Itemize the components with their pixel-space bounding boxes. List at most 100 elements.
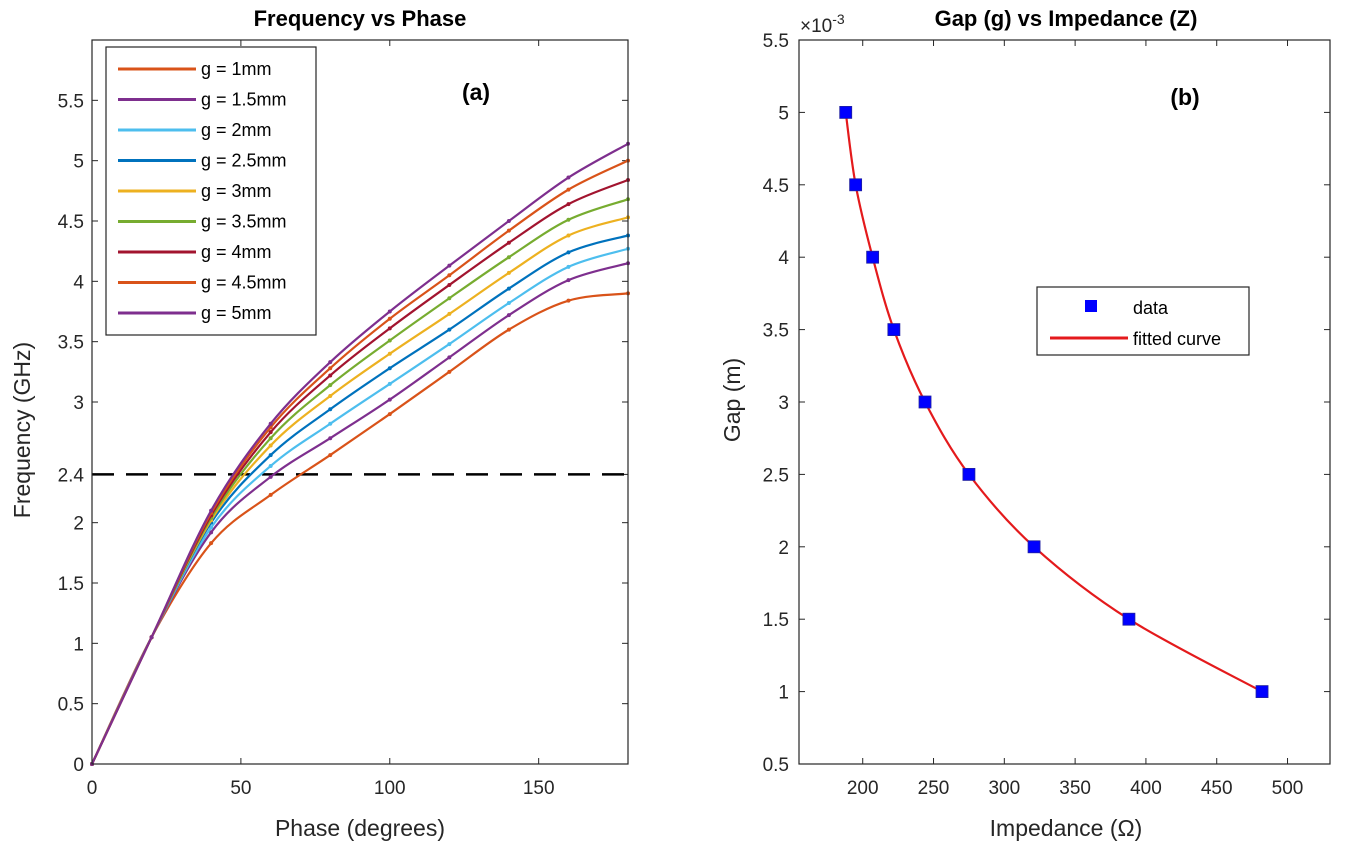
data-marker [918,395,932,409]
data-point [506,313,511,318]
data-marker [1255,685,1269,698]
data-point [447,311,452,316]
data-point [268,430,273,435]
legend-label: g = 4.5mm [201,273,287,293]
y-tick-label: 5 [73,152,84,173]
data-point [506,228,511,233]
data-point [447,327,452,332]
data-point [149,635,154,640]
y-tick-label: 4 [778,248,789,269]
chart-a-ticks: 0 50 100 150 0 0.5 1 1.5 2 2.4 3 3.5 4 4.5 5 5.5 [58,40,628,799]
data-point [447,263,452,268]
data-marker [1122,612,1136,626]
data-point [447,369,452,374]
data-marker [887,323,901,337]
y-tick-label: 2 [778,538,789,559]
y-tick-label: 5.5 [763,31,789,52]
y-tick-label: 1 [778,683,789,704]
y-tick-label: 5 [778,103,789,124]
chart-a-x-axis-label: Phase (degrees) [275,815,445,841]
x-tick-label: 100 [374,778,406,799]
data-point [506,219,511,223]
data-point [328,421,333,426]
chart-a-series [90,141,630,766]
data-point [506,240,511,245]
data-point [447,273,452,278]
data-marker [1027,540,1041,554]
data-point [506,327,511,332]
data-point [566,298,571,303]
y-tick-label: 2 [73,514,84,535]
series-line [91,292,629,765]
y-tick-label: 3 [73,393,84,414]
data-point [268,453,273,458]
data-point [328,360,333,365]
chart-a-legend: g = 1mm g = 1.5mm g = 2mm g = 2.5mm g = 3mm g… [105,46,317,336]
chart-a-axes-box [91,39,629,765]
x-tick-label: 500 [1272,778,1304,799]
legend-marker-data [1085,300,1097,312]
chart-b-legend-box [1036,286,1250,356]
data-point [268,463,273,468]
chart-b-series [839,106,1269,698]
data-point [387,338,392,343]
data-point [387,412,392,417]
data-point [328,373,333,378]
y-tick-label: 1.5 [58,574,84,595]
y-tick-label: 2.5 [763,465,789,486]
chart-b-axes-box [798,39,1331,765]
data-point [506,255,511,260]
x-tick-label: 300 [988,778,1020,799]
fitted-curve-line [844,112,1263,693]
data-point [566,217,571,222]
data-marker [839,106,853,119]
y-tick-label: 0.5 [58,695,84,716]
y-tick-label: 4 [73,272,84,293]
data-point [209,530,214,535]
data-point [328,436,333,441]
chart-b-legend: data fitted curve [1036,286,1250,356]
x-tick-label: 350 [1059,778,1091,799]
chart-b-panel-label: (b) [1170,84,1199,110]
data-point [566,250,571,255]
data-point [268,492,273,497]
legend-label: g = 1mm [201,59,272,79]
data-point [209,525,214,530]
x-tick-label: 200 [847,778,879,799]
data-point [387,316,392,321]
data-point [566,187,571,192]
chart-frequency-vs-phase: Frequency vs Phase 0 50 100 150 0 0.5 1 1.5 2 2.4… [9,6,630,841]
y-tick-label: 3 [778,393,789,414]
data-point [447,296,452,301]
y-tick-label: 4.5 [763,176,789,197]
y-tick-label: 3.5 [58,333,84,354]
data-point [447,282,452,287]
y-tick-label: 2.4 [58,465,85,486]
chart-a-title: Frequency vs Phase [254,6,467,31]
legend-label: g = 2mm [201,120,272,140]
data-point [328,453,333,458]
legend-label: g = 2.5mm [201,151,287,171]
chart-b-exponent: ×10-3 [800,11,845,37]
legend-label: g = 3mm [201,181,272,201]
chart-a-panel-label: (a) [462,79,490,105]
chart-b-title: Gap (g) vs Impedance (Z) [935,6,1198,31]
x-tick-label: 50 [230,778,251,799]
legend-label: g = 5mm [201,303,272,323]
chart-a-y-axis-label: Frequency (GHz) [9,342,35,518]
y-tick-label: 1.5 [763,610,789,631]
data-point [447,342,452,347]
legend-label: g = 3.5mm [201,212,287,232]
data-point [328,383,333,388]
data-point [268,436,273,441]
y-tick-label: 0.5 [763,755,789,776]
data-point [328,407,333,412]
x-tick-label: 250 [918,778,950,799]
data-point [387,351,392,356]
legend-label-data: data [1133,298,1169,318]
data-point [268,443,273,448]
x-tick-label: 0 [87,778,98,799]
legend-label-fitted: fitted curve [1133,329,1221,349]
data-point [387,366,392,371]
